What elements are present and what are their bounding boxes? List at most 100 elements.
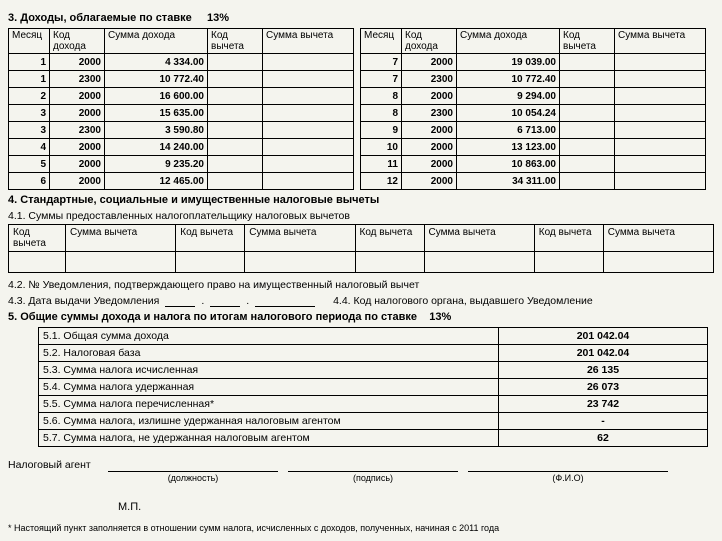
totals-row: 5.6. Сумма налога, излишне удержанная на… [39,413,708,430]
cell-income: 4 334.00 [105,54,208,71]
totals-label: 5.6. Сумма налога, излишне удержанная на… [39,413,499,430]
cell-ded-code [208,139,263,156]
cell-month: 3 [9,105,50,122]
cell-ded-sum [263,54,354,71]
cell-ded-code [560,122,615,139]
cell-income: 14 240.00 [105,139,208,156]
hdr-month-r: Месяц [361,29,402,54]
cell-month: 11 [361,156,402,173]
cell-ded-sum [263,105,354,122]
totals-value: 201 042.04 [499,328,708,345]
cell-code: 2000 [50,105,105,122]
totals-label: 5.3. Сумма налога исчисленная [39,362,499,379]
hdr-income: Сумма дохода [105,29,208,54]
ded-hdr-code-1: Код вычета [9,225,66,252]
totals-row: 5.2. Налоговая база201 042.04 [39,345,708,362]
cell-code: 2000 [402,173,457,190]
hdr-month: Месяц [9,29,50,54]
deductions-row [9,252,714,273]
section3-rate: 13% [207,12,229,24]
ded-hdr-sum-2: Сумма вычета [245,225,355,252]
signature-position: (должность) [108,457,278,483]
cell-income: 13 123.00 [457,139,560,156]
cell-income: 9 294.00 [457,88,560,105]
cell-income: 3 590.80 [105,122,208,139]
cell-ded-sum [615,173,706,190]
income-row: 1230010 772.40 [9,71,354,88]
cell-code: 2300 [50,71,105,88]
totals-label: 5.7. Сумма налога, не удержанная налогов… [39,430,499,447]
income-row: 8230010 054.24 [361,105,706,122]
cell-month: 8 [361,105,402,122]
cell-code: 2000 [50,88,105,105]
hdr-ded-code: Код вычета [208,29,263,54]
cell-ded-code [560,71,615,88]
signature-fio-cap: (Ф.И.О) [552,473,583,483]
cell-ded-code [560,88,615,105]
cell-income: 10 772.40 [105,71,208,88]
income-table-right: Месяц Код дохода Сумма дохода Код вычета… [360,28,706,190]
hdr-code-r: Код дохода [402,29,457,54]
totals-value: 26 135 [499,362,708,379]
totals-value: 26 073 [499,379,708,396]
income-row: 12200034 311.00 [361,173,706,190]
section4-sub44: 4.4. Код налогового органа, выдавшего Ув… [333,295,593,307]
ded-hdr-code-4: Код вычета [534,225,603,252]
totals-row: 5.7. Сумма налога, не удержанная налогов… [39,430,708,447]
footnote: * Настоящий пункт заполняется в отношени… [8,523,714,533]
cell-month: 5 [9,156,50,173]
income-row: 4200014 240.00 [9,139,354,156]
section5-title: 5. Общие суммы дохода и налога по итогам… [8,311,714,323]
cell-code: 2000 [402,139,457,156]
cell-code: 2000 [50,156,105,173]
cell-month: 10 [361,139,402,156]
section3-title-text: 3. Доходы, облагаемые по ставке [8,12,192,24]
cell-ded-sum [615,54,706,71]
income-table-left: Месяц Код дохода Сумма дохода Код вычета… [8,28,354,190]
cell-income: 19 039.00 [457,54,560,71]
cell-code: 2000 [402,88,457,105]
cell-ded-code [560,54,615,71]
hdr-code: Код дохода [50,29,105,54]
cell-income: 6 713.00 [457,122,560,139]
ded-hdr-code-2: Код вычета [176,225,245,252]
cell-ded-code [208,71,263,88]
cell-ded-sum [263,71,354,88]
income-row: 323003 590.80 [9,122,354,139]
income-row: 11200010 863.00 [361,156,706,173]
cell-income: 16 600.00 [105,88,208,105]
income-row: 2200016 600.00 [9,88,354,105]
cell-ded-code [208,88,263,105]
ded-hdr-sum-4: Сумма вычета [603,225,713,252]
cell-code: 2000 [50,139,105,156]
cell-income: 34 311.00 [457,173,560,190]
deductions-table: Код вычета Сумма вычета Код вычета Сумма… [8,224,714,273]
totals-value: 62 [499,430,708,447]
cell-ded-sum [263,122,354,139]
cell-income: 12 465.00 [105,173,208,190]
cell-income: 10 863.00 [457,156,560,173]
cell-month: 7 [361,71,402,88]
income-row: 520009 235.20 [9,156,354,173]
totals-row: 5.3. Сумма налога исчисленная26 135 [39,362,708,379]
hdr-ded-sum: Сумма вычета [263,29,354,54]
cell-month: 1 [9,71,50,88]
totals-row: 5.5. Сумма налога перечисленная*23 742 [39,396,708,413]
cell-code: 2300 [402,105,457,122]
ded-hdr-code-3: Код вычета [355,225,424,252]
cell-month: 6 [9,173,50,190]
hdr-ded-sum-r: Сумма вычета [615,29,706,54]
cell-income: 15 635.00 [105,105,208,122]
cell-income: 9 235.20 [105,156,208,173]
totals-value: - [499,413,708,430]
section4-sub42: 4.2. № Уведомления, подтверждающего прав… [8,279,714,291]
section5-title-text: 5. Общие суммы дохода и налога по итогам… [8,311,417,323]
income-row: 7230010 772.40 [361,71,706,88]
totals-label: 5.4. Сумма налога удержанная [39,379,499,396]
cell-month: 7 [361,54,402,71]
cell-code: 2300 [50,122,105,139]
cell-month: 8 [361,88,402,105]
cell-ded-code [560,105,615,122]
income-row: 820009 294.00 [361,88,706,105]
income-row: 920006 713.00 [361,122,706,139]
